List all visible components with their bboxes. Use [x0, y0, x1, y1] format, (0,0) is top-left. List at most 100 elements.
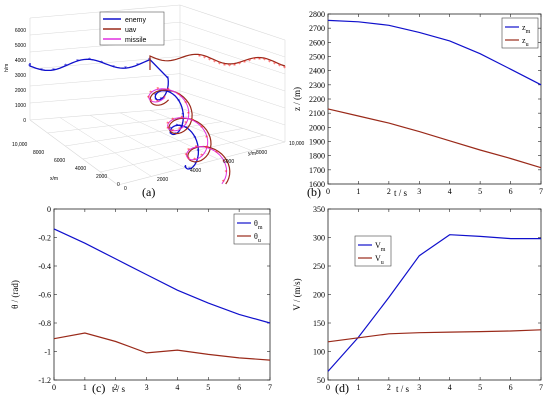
grid-line [100, 134, 265, 173]
y-tick-label: 1800 [309, 152, 325, 161]
missile-marker: * [198, 55, 201, 61]
enemy-marker: * [159, 89, 162, 95]
y-axis-label: y/m [248, 151, 256, 157]
z-tick-label: 5000 [15, 43, 26, 49]
series-line-θ_m [53, 228, 271, 324]
y-tick-label: 2700 [309, 24, 325, 33]
panel-label: (b) [307, 185, 321, 199]
grid-line [82, 128, 244, 160]
missile-marker: * [166, 122, 169, 128]
x-tick-label: 1 [83, 383, 87, 392]
legend-subscript: m [381, 247, 386, 253]
y-tick-label: 2100 [309, 109, 325, 118]
missile-marker: * [253, 58, 256, 64]
legend-label: zm [522, 23, 531, 35]
y-tick-label: 1700 [309, 166, 325, 175]
missile-marker: * [163, 96, 166, 102]
x-tick-label: 6 [509, 383, 513, 392]
series-line-z_m [327, 19, 542, 86]
y-tick-label: -0.4 [38, 262, 51, 271]
missile-marker: * [187, 112, 190, 118]
legend-subscript: u [526, 42, 529, 48]
x-tick-label: 2 [387, 187, 391, 196]
y-tick-label: 8000 [256, 150, 267, 156]
missile-marker: * [187, 148, 190, 154]
y-tick-label: 2500 [309, 53, 325, 62]
legend-label-missile: missile [125, 37, 146, 44]
missile-marker: * [205, 146, 208, 152]
missile-marker: * [248, 59, 251, 65]
grid-line [149, 110, 252, 151]
z-tick-label: 6000 [15, 28, 26, 34]
missile-marker: * [222, 179, 225, 185]
legend-label-enemy: enemy [125, 17, 147, 24]
y-tick-label: 2200 [309, 95, 325, 104]
x-tick-label: 4 [448, 187, 452, 196]
z-axis-label: h/m [4, 64, 10, 72]
grid-line [59, 117, 152, 177]
y-tick-label: 0 [47, 205, 51, 214]
panel-label: (c) [92, 381, 105, 395]
missile-marker: * [243, 60, 246, 66]
legend-label: θu [254, 232, 261, 244]
enemy-marker: * [112, 65, 115, 71]
x-tick-label: 4 [448, 383, 452, 392]
missile-marker: * [149, 90, 152, 96]
y-axis-label: V / (m/s) [292, 278, 302, 310]
y-tick-label: 0 [124, 186, 127, 192]
x-tick-label: 5 [478, 187, 482, 196]
legend-label: θm [254, 219, 263, 231]
grid-line [29, 73, 181, 87]
y-tick-label: 10,000 [289, 141, 305, 147]
y-tick-label: 2600 [309, 38, 325, 47]
missile-marker: * [195, 145, 198, 151]
missile-marker: * [258, 58, 261, 64]
missile-marker: * [184, 121, 187, 127]
x-tick-label: 6000 [54, 158, 65, 164]
panel-a-legend: enemy uav missile [99, 11, 165, 46]
x-tick-label: 6 [237, 383, 241, 392]
enemy-marker: * [169, 131, 172, 137]
missile-marker: * [283, 66, 286, 72]
missile-marker: * [200, 154, 203, 160]
enemy-marker: * [177, 99, 180, 105]
x-tick-label: 3 [417, 187, 421, 196]
x-tick-label: 0 [326, 187, 330, 196]
missile-marker: * [191, 119, 194, 125]
y-tick-label: 2000 [157, 177, 168, 183]
enemy-marker: * [188, 167, 191, 173]
missile-marker: * [205, 146, 208, 152]
grid-line [179, 39, 286, 75]
series-line-V_u [327, 329, 542, 343]
missile-trajectory [148, 88, 228, 185]
legend-subscript: m [526, 29, 531, 35]
missile-marker: * [147, 95, 150, 101]
z-tick-label: 2000 [15, 88, 26, 94]
panel-a-label: (a) [142, 185, 155, 199]
enemy-marker: * [175, 123, 178, 129]
enemy-marker: * [174, 132, 177, 138]
box-edge [29, 119, 119, 186]
series-line-θ_u [53, 332, 271, 361]
x-tick-label: 5 [478, 383, 482, 392]
enemy-marker: * [40, 68, 43, 74]
grid-line [179, 73, 286, 109]
z-tick-label: 4000 [15, 58, 26, 64]
missile-marker: * [263, 58, 266, 64]
missile-marker: * [184, 101, 187, 107]
x-tick-label: 3 [417, 383, 421, 392]
y-axis-label: θ / (rad) [10, 280, 20, 309]
enemy-marker: * [193, 136, 196, 142]
x-tick-label: 3 [145, 383, 149, 392]
missile-marker: * [225, 170, 228, 176]
enemy-marker: * [64, 64, 67, 70]
missile-marker: * [208, 58, 211, 64]
grid-line [119, 112, 219, 160]
missile-marker: * [171, 129, 174, 135]
y-tick-label: -0.2 [38, 234, 51, 243]
missile-marker: * [167, 88, 170, 94]
y-tick-label: 250 [313, 262, 325, 271]
missile-marker: * [278, 64, 281, 70]
